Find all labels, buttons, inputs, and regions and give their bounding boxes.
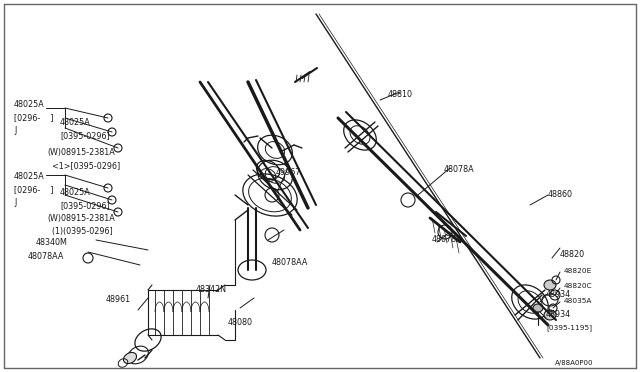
Text: J: J: [14, 126, 16, 135]
Ellipse shape: [544, 280, 556, 290]
Text: 48025A: 48025A: [60, 118, 91, 127]
Text: 48025A: 48025A: [14, 172, 45, 181]
Text: 48961: 48961: [106, 295, 131, 304]
Text: [0395-1195]: [0395-1195]: [546, 324, 592, 331]
Text: 48820: 48820: [560, 250, 585, 259]
Text: [0296-    ]: [0296- ]: [14, 113, 54, 122]
Text: 49967: 49967: [276, 168, 301, 177]
Text: 48078AA: 48078AA: [28, 252, 65, 261]
Text: 48820C: 48820C: [564, 283, 593, 289]
Text: (1)(0395-0296]: (1)(0395-0296]: [47, 227, 113, 236]
Text: A/88A0P00: A/88A0P00: [555, 360, 593, 366]
Text: 48080: 48080: [228, 318, 253, 327]
Text: 48078A: 48078A: [444, 165, 475, 174]
Text: 48820E: 48820E: [564, 268, 592, 274]
Text: [0395-0296]: [0395-0296]: [60, 131, 109, 140]
Text: (W)08915-2381A: (W)08915-2381A: [47, 214, 115, 223]
Text: 48934: 48934: [546, 290, 571, 299]
Text: 48078A: 48078A: [432, 235, 463, 244]
Text: 48035A: 48035A: [564, 298, 593, 304]
Text: 48810: 48810: [388, 90, 413, 99]
Text: 48025A: 48025A: [60, 188, 91, 197]
Text: [0296-    ]: [0296- ]: [14, 185, 54, 194]
Text: 48340M: 48340M: [36, 238, 68, 247]
Ellipse shape: [533, 304, 543, 312]
Text: <1>[0395-0296]: <1>[0395-0296]: [47, 161, 120, 170]
Ellipse shape: [124, 352, 136, 363]
Text: (W)08915-2381A: (W)08915-2381A: [47, 148, 115, 157]
Text: J: J: [14, 198, 16, 207]
Text: 48078AA: 48078AA: [272, 258, 308, 267]
Text: 48025A: 48025A: [14, 100, 45, 109]
Text: [0395-0296]: [0395-0296]: [60, 201, 109, 210]
Text: 48934: 48934: [546, 310, 571, 319]
Text: 48342N: 48342N: [196, 285, 227, 294]
Ellipse shape: [544, 310, 556, 320]
Text: 48860: 48860: [548, 190, 573, 199]
